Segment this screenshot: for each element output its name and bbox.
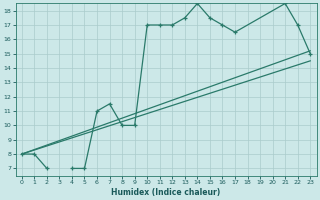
X-axis label: Humidex (Indice chaleur): Humidex (Indice chaleur) <box>111 188 221 197</box>
